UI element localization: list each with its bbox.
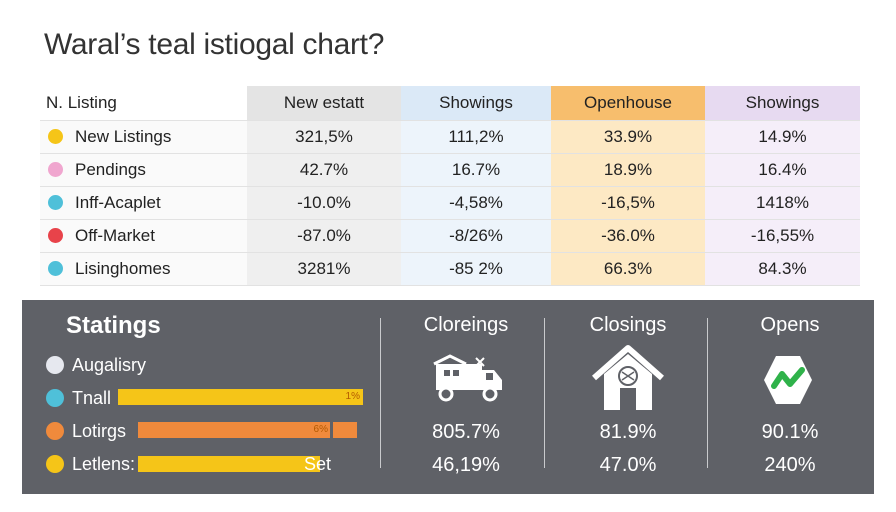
metric-value: 805.7%	[432, 421, 500, 443]
stat-bar-lotirgs-cap	[333, 422, 357, 438]
table-cell: 321,5%	[247, 120, 401, 154]
table-cell: 84.3%	[705, 252, 860, 286]
column-divider	[544, 318, 545, 468]
metric-value: 47.0%	[599, 454, 657, 476]
column-divider	[380, 318, 381, 468]
legend-dot-icon	[46, 356, 64, 374]
table-cell: 14.9%	[705, 120, 860, 154]
series-dot-icon	[48, 194, 63, 210]
legend-dot-icon	[46, 389, 64, 407]
row-label: Off-Market	[75, 225, 155, 245]
stat-legend-item: Letlens:	[46, 453, 135, 475]
column-header-showings: Showings	[401, 86, 551, 121]
stat-bar-letlens	[138, 456, 320, 472]
stat-legend-item: Augalisry	[46, 354, 146, 376]
row-label: Pendings	[75, 159, 146, 179]
row-label-cell: Pendings	[40, 153, 247, 187]
table-cell: -10.0%	[247, 186, 401, 220]
table-cell: -36.0%	[551, 219, 705, 253]
stats-panel: Statings Augalisry Tnall Lotirgs Letlens…	[22, 300, 874, 494]
row-label: Inff-Acaplet	[75, 192, 161, 212]
metric-value: 46,19%	[432, 454, 500, 476]
column-header-new-estate: New estatt	[247, 86, 401, 121]
legend-dot-icon	[46, 422, 64, 440]
metric-value: 81.9%	[599, 421, 657, 443]
table-row: Off-Market -87.0% -8/26% -36.0% -16,55%	[40, 219, 860, 253]
metric-title-cloreings: Cloreings	[423, 314, 509, 336]
stats-title: Statings	[66, 312, 161, 339]
stat-legend-item: Tnall	[46, 387, 111, 409]
stat-bar-label-lotirgs: 6%	[313, 424, 328, 435]
table-cell: -4,58%	[401, 186, 551, 220]
metric-value: 240%	[764, 454, 816, 476]
listing-table: N. Listing New estatt Showings Openhouse…	[40, 86, 860, 286]
table-row: Inff-Acaplet -10.0% -4,58% -16,5% 1418%	[40, 186, 860, 220]
table-cell: 1418%	[705, 186, 860, 220]
stat-legend-label: Letlens:	[72, 453, 136, 474]
table-cell: 16.4%	[705, 153, 860, 187]
row-label-cell: New Listings	[40, 120, 247, 154]
stat-bar-lotirgs	[138, 422, 330, 438]
series-dot-icon	[48, 128, 63, 144]
table-cell: -16,5%	[551, 186, 705, 220]
table-cell: 42.7%	[247, 153, 401, 187]
series-dot-icon	[48, 260, 63, 276]
row-label: New Listings	[75, 126, 172, 146]
column-header-openhouse: Openhouse	[551, 86, 705, 121]
metric-title-closings: Closings	[589, 314, 667, 336]
table-cell: 16.7%	[401, 153, 551, 187]
house-icon	[592, 345, 664, 410]
stat-legend-label: Tnall	[72, 387, 112, 408]
stat-bar-label-letlens: Set	[304, 454, 332, 474]
truck-house-icon	[433, 354, 502, 402]
table-cell: 33.9%	[551, 120, 705, 154]
table-cell: -16,55%	[705, 219, 860, 253]
series-dot-icon	[48, 161, 63, 177]
metric-value: 90.1%	[761, 421, 819, 443]
column-header-listing: N. Listing	[40, 86, 247, 121]
table-cell: -85 2%	[401, 252, 551, 286]
table-row: Pendings 42.7% 16.7% 18.9% 16.4%	[40, 153, 860, 187]
column-divider	[707, 318, 708, 468]
stat-bar-label-tnall: 1%	[345, 391, 360, 402]
stat-bar-tnall	[118, 389, 363, 405]
column-header-showings-2: Showings	[705, 86, 860, 121]
table-cell: -87.0%	[247, 219, 401, 253]
table-cell: 3281%	[247, 252, 401, 286]
stat-legend-item: Lotirgs	[46, 420, 126, 442]
row-label: Lisinghomes	[75, 258, 171, 278]
table-cell: -8/26%	[401, 219, 551, 253]
metric-title-opens: Opens	[760, 314, 820, 336]
legend-dot-icon	[46, 455, 64, 473]
stat-legend-label: Lotirgs	[72, 420, 127, 441]
row-label-cell: Off-Market	[40, 219, 247, 253]
table-row: Lisinghomes 3281% -85 2% 66.3% 84.3%	[40, 252, 860, 286]
table-cell: 111,2%	[401, 120, 551, 154]
table-header-row: N. Listing New estatt Showings Openhouse…	[40, 86, 860, 121]
chart-title: Waral’s teal istiogal chart?	[44, 28, 385, 61]
table-row: New Listings 321,5% 111,2% 33.9% 14.9%	[40, 120, 860, 154]
table-cell: 66.3%	[551, 252, 705, 286]
row-label-cell: Lisinghomes	[40, 252, 247, 286]
series-dot-icon	[48, 227, 63, 243]
row-label-cell: Inff-Acaplet	[40, 186, 247, 220]
check-hexagon-icon	[764, 356, 812, 404]
stat-legend-label: Augalisry	[72, 354, 147, 375]
table-cell: 18.9%	[551, 153, 705, 187]
